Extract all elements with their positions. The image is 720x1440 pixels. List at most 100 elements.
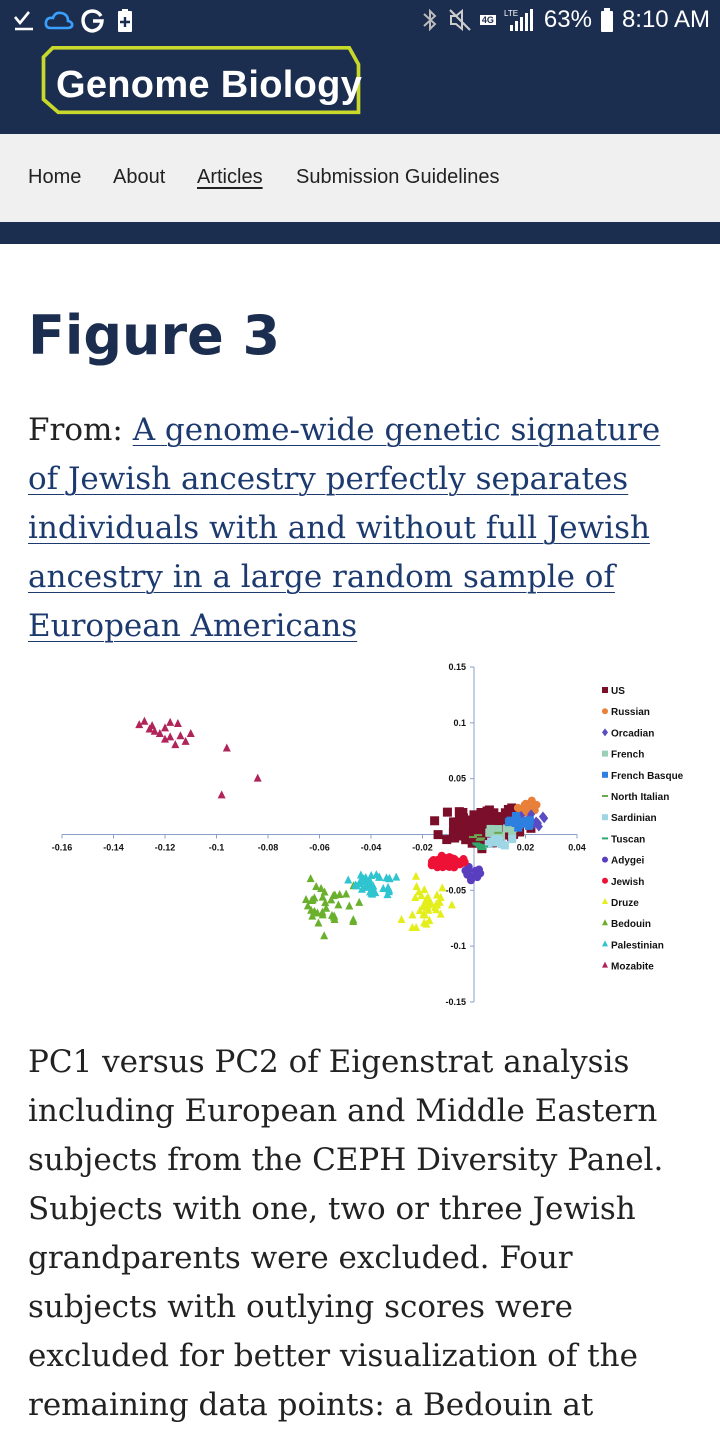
point-bedouin — [327, 910, 336, 919]
point-druze — [414, 887, 423, 896]
point-jewish — [459, 855, 468, 864]
point-russian — [521, 806, 530, 815]
x-tick-label: 0.04 — [568, 843, 586, 853]
nav-home[interactable]: Home — [28, 166, 82, 188]
status-icons-left — [12, 8, 138, 34]
legend-label-orcadian: Orcadian — [611, 728, 654, 739]
nav-about[interactable]: About — [113, 166, 166, 188]
battery-saver-icon — [118, 9, 132, 32]
point-mozabite — [166, 717, 175, 726]
point-druze — [436, 909, 445, 918]
point-druze — [419, 910, 428, 919]
legend-label-druze: Druze — [611, 898, 639, 909]
point-bedouin — [355, 897, 364, 906]
nav-divider — [0, 222, 720, 244]
legend-label-adygei: Adygei — [611, 856, 645, 867]
point-palestinian — [384, 882, 393, 891]
x-tick-label: -0.02 — [412, 843, 433, 853]
y-tick-label: -0.05 — [445, 885, 466, 895]
point-us — [476, 823, 486, 833]
point-bedouin — [318, 892, 327, 901]
x-tick-label: -0.1 — [209, 843, 225, 853]
point-bedouin — [349, 916, 358, 925]
y-tick-label: -0.1 — [450, 941, 466, 951]
legend-label-mozabite: Mozabite — [611, 962, 654, 973]
nav-submission-guidelines[interactable]: Submission Guidelines — [296, 166, 500, 188]
point-french-basque — [511, 811, 520, 820]
legend-marker-bedouin — [602, 919, 608, 926]
x-tick-label: -0.16 — [52, 843, 73, 853]
point-palestinian — [356, 879, 365, 888]
point-druze — [447, 900, 456, 909]
y-tick-label: 0.1 — [453, 718, 466, 728]
point-us — [471, 818, 481, 828]
cloud-icon — [44, 11, 74, 30]
point-palestinian — [357, 884, 366, 893]
point-mozabite — [140, 716, 149, 725]
point-bedouin — [322, 903, 331, 912]
main-nav: Home About Articles Submission Guideline… — [0, 134, 720, 222]
point-druze — [411, 893, 420, 902]
point-french-basque — [504, 818, 513, 827]
point-french-basque — [524, 821, 533, 830]
point-bedouin — [329, 891, 338, 900]
point-druze — [397, 915, 406, 924]
point-mozabite — [173, 718, 182, 727]
point-us — [454, 808, 464, 818]
legend-marker-jewish — [602, 877, 608, 884]
point-palestinian — [361, 881, 370, 890]
point-bedouin — [302, 894, 311, 903]
legend-label-palestinian: Palestinian — [611, 940, 664, 951]
point-mozabite — [186, 729, 195, 737]
point-french — [502, 824, 511, 833]
y-tick-label: -0.15 — [445, 997, 466, 1007]
point-us — [481, 808, 491, 818]
x-tick-label: -0.04 — [361, 843, 382, 853]
point-french — [509, 824, 518, 833]
point-us — [457, 822, 467, 832]
point-bedouin — [306, 874, 315, 883]
point-mozabite — [176, 731, 185, 740]
point-french — [486, 824, 495, 833]
point-us — [469, 810, 479, 820]
point-druze — [420, 885, 429, 894]
bluetooth-icon — [423, 8, 437, 32]
point-bedouin — [312, 881, 321, 890]
point-orcadian — [533, 818, 542, 829]
point-us — [469, 834, 479, 844]
point-jewish — [427, 861, 436, 870]
legend-marker-druze — [602, 898, 608, 904]
point-druze — [415, 906, 424, 915]
point-tuscan — [472, 842, 481, 845]
legend-label-russian: Russian — [611, 707, 650, 718]
point-us — [477, 832, 487, 842]
point-bedouin — [321, 898, 330, 907]
point-druze — [412, 882, 421, 891]
point-mozabite — [166, 732, 175, 741]
legend-marker-sardinian — [602, 814, 608, 821]
point-druze — [433, 900, 442, 909]
article-link[interactable]: A genome-wide genetic signature of Jewis… — [28, 412, 661, 644]
site-logo[interactable]: Genome Biology — [56, 64, 363, 106]
nav-articles[interactable]: Articles — [197, 166, 263, 188]
legend-marker-north-italian — [602, 795, 608, 797]
point-sardinian — [484, 840, 493, 849]
point-tuscan — [478, 848, 487, 851]
logo-frame[interactable] — [28, 46, 374, 116]
legend-label-tuscan: Tuscan — [611, 834, 645, 845]
point-palestinian — [368, 884, 377, 893]
signal-label: 4G — [479, 15, 496, 25]
point-north-italian — [494, 831, 503, 834]
point-us — [442, 835, 452, 845]
point-us — [457, 815, 467, 825]
point-bedouin — [303, 901, 312, 910]
point-north-italian — [475, 838, 484, 841]
point-us — [503, 804, 513, 814]
checkmark-download-icon — [14, 11, 33, 31]
point-us — [468, 824, 478, 834]
legend-label-jewish: Jewish — [611, 877, 644, 888]
point-mozabite — [155, 729, 164, 737]
y-tick-label: 0.15 — [448, 662, 466, 672]
point-mozabite — [171, 740, 180, 749]
point-us — [477, 817, 487, 827]
